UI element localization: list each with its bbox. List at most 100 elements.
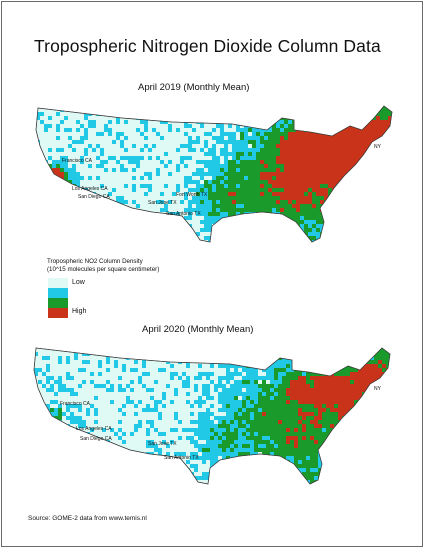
density-cell	[372, 168, 376, 172]
density-cell	[324, 140, 328, 144]
density-cell	[354, 384, 358, 388]
density-cell	[388, 232, 392, 236]
density-cell	[362, 344, 366, 348]
density-cell	[110, 472, 114, 476]
density-cell	[292, 116, 296, 120]
density-cell	[212, 128, 216, 132]
density-cell	[70, 404, 74, 408]
density-cell	[172, 228, 176, 232]
density-cell	[368, 124, 372, 128]
density-cell	[264, 228, 268, 232]
density-cell	[308, 208, 312, 212]
density-cell	[378, 356, 382, 360]
density-cell	[214, 448, 218, 452]
density-cell	[292, 180, 296, 184]
density-cell	[56, 148, 60, 152]
density-cell	[298, 424, 302, 428]
density-cell	[262, 376, 266, 380]
density-cell	[270, 436, 274, 440]
density-cell	[362, 416, 366, 420]
density-cell	[364, 172, 368, 176]
density-cell	[330, 388, 334, 392]
density-cell	[242, 488, 246, 490]
density-cell	[326, 464, 330, 468]
density-cell	[286, 440, 290, 444]
density-cell	[358, 404, 362, 408]
density-cell	[86, 360, 90, 364]
density-cell	[242, 352, 246, 356]
density-cell	[114, 452, 118, 456]
density-cell	[340, 216, 344, 220]
density-cell	[218, 436, 222, 440]
density-cell	[360, 124, 364, 128]
density-cell	[68, 136, 72, 140]
density-cell	[350, 424, 354, 428]
density-cell	[118, 464, 122, 468]
density-cell	[352, 116, 356, 120]
density-cell	[302, 444, 306, 448]
density-cell	[120, 144, 124, 148]
density-cell	[230, 444, 234, 448]
density-cell	[92, 124, 96, 128]
density-cell	[122, 476, 126, 480]
density-cell	[400, 240, 402, 244]
density-cell	[274, 408, 278, 412]
density-cell	[360, 116, 364, 120]
density-cell	[46, 376, 50, 380]
density-cell	[60, 180, 64, 184]
density-cell	[166, 476, 170, 480]
density-cell	[254, 364, 258, 368]
density-cell	[186, 428, 190, 432]
density-cell	[382, 416, 386, 420]
density-cell	[210, 444, 214, 448]
density-cell	[202, 428, 206, 432]
density-cell	[70, 456, 74, 460]
density-cell	[218, 464, 222, 468]
density-cell	[308, 112, 312, 116]
density-cell	[272, 240, 276, 242]
density-cell	[306, 416, 310, 420]
density-cell	[366, 352, 370, 356]
density-cell	[240, 228, 244, 232]
density-cell	[58, 360, 62, 364]
density-cell	[336, 96, 340, 100]
density-cell	[336, 192, 340, 196]
density-cell	[398, 340, 400, 344]
density-cell	[332, 168, 336, 172]
density-cell	[334, 432, 338, 436]
density-cell	[294, 400, 298, 404]
density-cell	[372, 120, 376, 124]
density-cell	[268, 148, 272, 152]
density-cell	[312, 236, 316, 240]
density-cell	[360, 152, 364, 156]
density-cell	[254, 460, 258, 464]
density-cell	[338, 348, 342, 352]
density-cell	[134, 460, 138, 464]
density-cell	[308, 212, 312, 216]
density-cell	[390, 344, 394, 348]
density-cell	[346, 352, 350, 356]
density-cell	[394, 488, 398, 490]
density-cell	[42, 468, 46, 472]
density-cell	[378, 444, 382, 448]
density-cell	[350, 372, 354, 376]
density-cell	[360, 208, 364, 212]
density-cell	[344, 232, 348, 236]
density-cell	[382, 456, 386, 460]
density-cell	[222, 388, 226, 392]
density-cell	[376, 120, 380, 124]
density-cell	[352, 216, 356, 220]
density-cell	[358, 452, 362, 456]
density-cell	[238, 444, 242, 448]
density-cell	[58, 472, 62, 476]
density-cell	[260, 216, 264, 220]
density-cell	[252, 164, 256, 168]
density-cell	[316, 196, 320, 200]
density-cell	[220, 228, 224, 232]
density-cell	[274, 376, 278, 380]
density-cell	[64, 160, 68, 164]
density-cell	[282, 476, 286, 480]
density-cell	[366, 344, 370, 348]
density-cell	[336, 220, 340, 224]
density-cell	[334, 368, 338, 372]
